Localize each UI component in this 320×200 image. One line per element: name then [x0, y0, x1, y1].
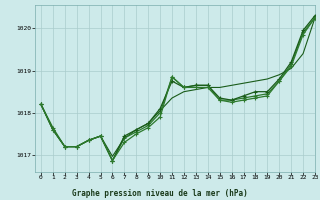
Text: Graphe pression niveau de la mer (hPa): Graphe pression niveau de la mer (hPa): [72, 189, 248, 198]
